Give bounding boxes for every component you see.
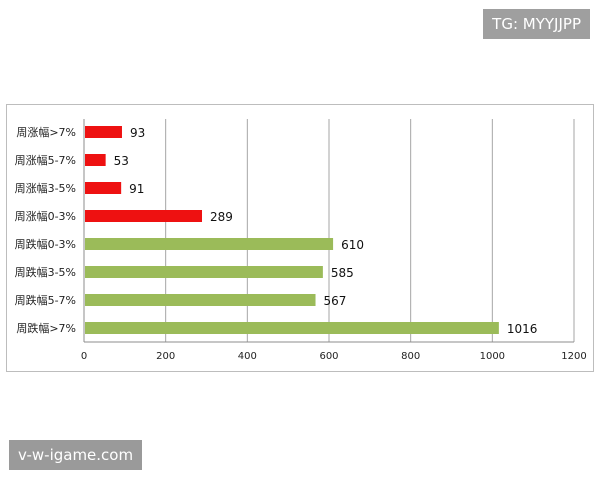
category-label: 周涨幅3-5%	[15, 182, 76, 195]
bar	[85, 238, 334, 250]
bar	[85, 126, 122, 138]
x-tick-label: 200	[156, 351, 175, 362]
data-label: 289	[210, 210, 233, 224]
x-tick-label: 400	[238, 351, 257, 362]
category-label: 周涨幅5-7%	[15, 154, 76, 167]
category-label: 周跌幅0-3%	[15, 237, 76, 251]
data-label: 1016	[507, 322, 538, 336]
category-label: 周跌幅>7%	[16, 321, 76, 335]
labels: 0 200 400 600 800 1000 1200 周涨幅>7% 93 周涨幅5-7% 53 周涨…	[15, 126, 587, 362]
x-tick-label: 1200	[561, 351, 586, 362]
data-label: 53	[114, 154, 129, 168]
data-label: 610	[341, 238, 364, 252]
bar	[85, 322, 499, 334]
x-tick-label: 0	[81, 351, 87, 362]
x-tick-label: 600	[319, 351, 338, 362]
data-label: 585	[331, 266, 354, 280]
bar	[85, 266, 323, 278]
category-label: 周涨幅>7%	[16, 126, 76, 139]
data-label: 567	[324, 294, 347, 308]
x-tick-label: 1000	[480, 351, 505, 362]
bars	[85, 126, 499, 334]
bar	[85, 210, 203, 222]
category-label: 周跌幅3-5%	[15, 265, 76, 279]
watermark-top-right: TG: MYYJJPP	[483, 9, 590, 39]
bar	[85, 294, 316, 306]
category-label: 周涨幅0-3%	[15, 210, 76, 223]
x-tick-label: 800	[401, 351, 420, 362]
bar	[85, 154, 106, 166]
data-label: 93	[130, 126, 145, 140]
gridlines	[83, 119, 575, 343]
bar	[85, 182, 122, 194]
category-label: 周跌幅5-7%	[15, 293, 76, 307]
data-label: 91	[129, 182, 144, 196]
watermark-bottom-left: v-w-igame.com	[9, 440, 143, 470]
